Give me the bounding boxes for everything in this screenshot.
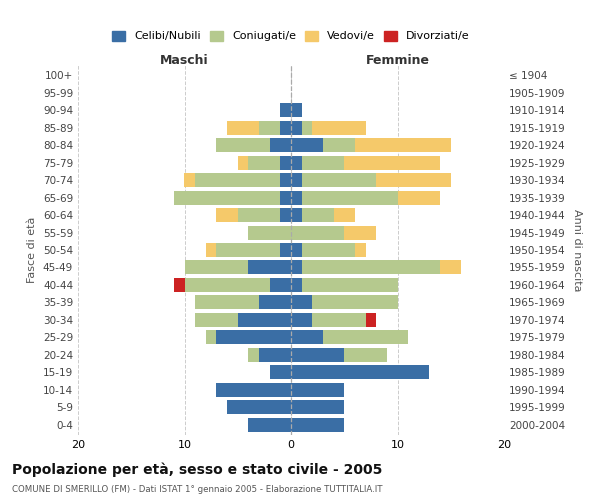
Bar xyxy=(398,190,440,204)
Bar xyxy=(248,348,259,362)
Bar xyxy=(206,243,217,257)
Bar xyxy=(280,104,291,118)
Bar xyxy=(291,400,344,414)
Bar xyxy=(291,173,302,187)
Bar xyxy=(270,138,291,152)
Bar xyxy=(259,348,291,362)
Legend: Celibi/Nubili, Coniugati/e, Vedovi/e, Divorziati/e: Celibi/Nubili, Coniugati/e, Vedovi/e, Di… xyxy=(108,26,474,46)
Bar xyxy=(291,418,344,432)
Bar xyxy=(259,121,280,135)
Bar xyxy=(280,208,291,222)
Bar xyxy=(270,278,291,292)
Bar xyxy=(227,400,291,414)
Bar xyxy=(291,296,313,310)
Bar xyxy=(291,104,302,118)
Y-axis label: Anni di nascita: Anni di nascita xyxy=(572,209,582,291)
Bar xyxy=(280,156,291,170)
Bar xyxy=(302,121,312,135)
Bar xyxy=(217,330,291,344)
Bar xyxy=(291,138,323,152)
Bar xyxy=(280,190,291,204)
Bar xyxy=(280,121,291,135)
Text: Maschi: Maschi xyxy=(160,54,209,66)
Bar xyxy=(174,278,185,292)
Bar xyxy=(291,313,313,327)
Bar xyxy=(302,243,355,257)
Bar xyxy=(227,121,259,135)
Bar xyxy=(248,260,291,274)
Bar xyxy=(270,365,291,379)
Bar xyxy=(248,156,280,170)
Bar xyxy=(302,156,344,170)
Bar xyxy=(302,190,398,204)
Text: COMUNE DI SMERILLO (FM) - Dati ISTAT 1° gennaio 2005 - Elaborazione TUTTITALIA.I: COMUNE DI SMERILLO (FM) - Dati ISTAT 1° … xyxy=(12,485,383,494)
Bar xyxy=(355,243,365,257)
Bar xyxy=(344,226,376,239)
Bar xyxy=(217,382,291,396)
Bar xyxy=(323,330,408,344)
Bar xyxy=(313,121,365,135)
Bar xyxy=(334,208,355,222)
Bar xyxy=(440,260,461,274)
Bar xyxy=(291,190,302,204)
Bar xyxy=(185,278,270,292)
Bar xyxy=(248,226,291,239)
Bar xyxy=(302,278,398,292)
Bar xyxy=(248,418,291,432)
Bar xyxy=(291,365,430,379)
Bar xyxy=(238,313,291,327)
Text: Femmine: Femmine xyxy=(365,54,430,66)
Bar xyxy=(291,278,302,292)
Bar xyxy=(313,313,365,327)
Bar xyxy=(291,121,302,135)
Bar xyxy=(344,348,387,362)
Bar xyxy=(302,260,440,274)
Bar xyxy=(280,243,291,257)
Bar xyxy=(291,330,323,344)
Bar xyxy=(238,208,280,222)
Bar xyxy=(195,313,238,327)
Bar xyxy=(195,296,259,310)
Bar xyxy=(291,260,302,274)
Bar xyxy=(291,382,344,396)
Bar xyxy=(238,156,248,170)
Bar xyxy=(323,138,355,152)
Y-axis label: Fasce di età: Fasce di età xyxy=(28,217,37,283)
Bar xyxy=(291,243,302,257)
Bar xyxy=(217,138,270,152)
Bar xyxy=(291,226,344,239)
Text: Popolazione per età, sesso e stato civile - 2005: Popolazione per età, sesso e stato civil… xyxy=(12,462,382,477)
Bar xyxy=(195,173,280,187)
Bar xyxy=(217,208,238,222)
Bar xyxy=(365,313,376,327)
Bar xyxy=(174,190,280,204)
Bar xyxy=(206,330,217,344)
Bar xyxy=(185,260,248,274)
Bar xyxy=(280,173,291,187)
Bar xyxy=(185,173,195,187)
Bar xyxy=(313,296,398,310)
Bar xyxy=(217,243,280,257)
Bar xyxy=(376,173,451,187)
Bar xyxy=(355,138,451,152)
Bar xyxy=(302,173,376,187)
Bar xyxy=(344,156,440,170)
Bar xyxy=(259,296,291,310)
Bar xyxy=(291,208,302,222)
Bar xyxy=(291,348,344,362)
Bar xyxy=(291,156,302,170)
Bar xyxy=(302,208,334,222)
